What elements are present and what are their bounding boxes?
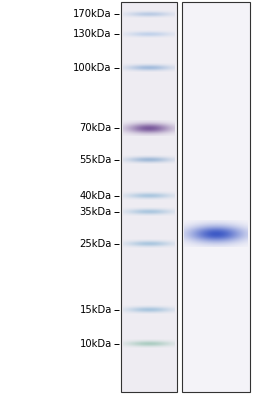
Text: 170kDa: 170kDa [73, 9, 112, 19]
Text: 35kDa: 35kDa [80, 207, 112, 217]
FancyBboxPatch shape [121, 2, 177, 392]
Text: 15kDa: 15kDa [80, 305, 112, 315]
Text: 25kDa: 25kDa [80, 239, 112, 249]
Text: 10kDa: 10kDa [80, 339, 112, 349]
Text: 70kDa: 70kDa [80, 123, 112, 133]
Text: 40kDa: 40kDa [80, 191, 112, 201]
Text: 55kDa: 55kDa [80, 155, 112, 165]
FancyBboxPatch shape [182, 2, 250, 392]
Text: 130kDa: 130kDa [73, 29, 112, 39]
Text: 100kDa: 100kDa [73, 63, 112, 73]
